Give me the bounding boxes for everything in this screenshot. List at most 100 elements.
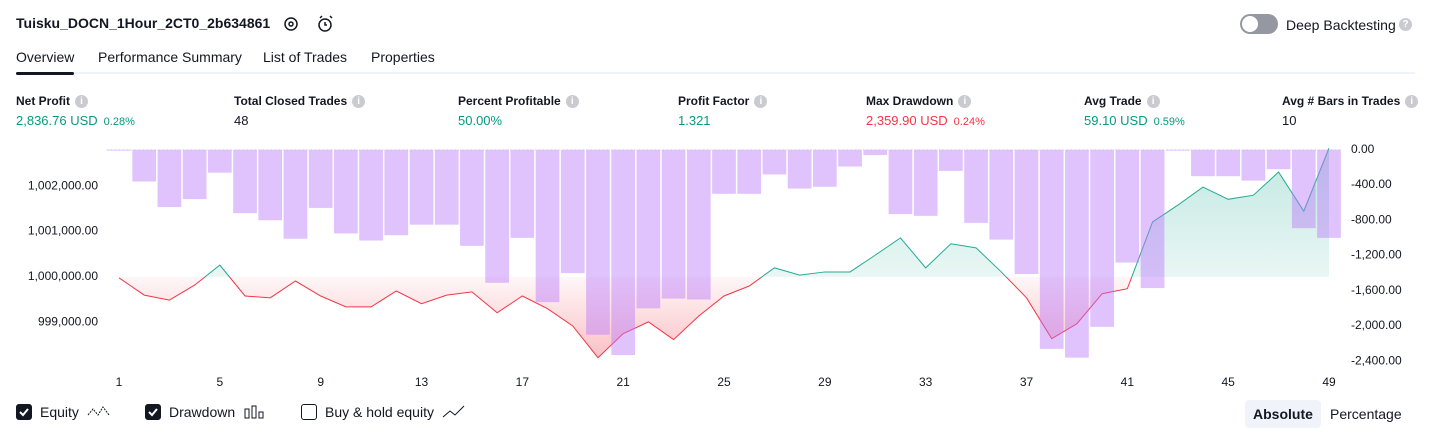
- metric-value: 48: [234, 113, 249, 128]
- drawdown-bar: [510, 149, 535, 238]
- drawdown-bar: [434, 149, 459, 225]
- drawdown-bar: [207, 149, 232, 173]
- tab[interactable]: Properties: [371, 49, 435, 65]
- x-tick-label: 21: [616, 375, 630, 389]
- metric-name: Avg Trade: [1084, 94, 1142, 108]
- info-icon[interactable]: i: [565, 94, 579, 108]
- tab[interactable]: List of Trades: [263, 49, 348, 65]
- metric-value-row: 2,836.76 USD 0.28%: [16, 113, 135, 128]
- metric: Percent Profitable i 50.00%: [458, 94, 579, 128]
- drawdown-bar: [283, 149, 308, 239]
- drawdown-bar: [485, 149, 509, 283]
- info-icon[interactable]: i: [1405, 94, 1419, 108]
- drawdown-bar: [1241, 149, 1266, 181]
- mode-button[interactable]: Percentage: [1330, 406, 1402, 422]
- drawdown-bar: [913, 149, 938, 216]
- drawdown-bar: [258, 149, 283, 221]
- x-tick-label: 9: [317, 375, 324, 389]
- equity-toggle[interactable]: Equity: [16, 404, 111, 420]
- active-tab-underline: [16, 72, 74, 75]
- drawdown-bar: [1191, 149, 1215, 177]
- drawdown-bar: [686, 149, 711, 300]
- drawdown-bar: [233, 149, 257, 214]
- metric-label: Percent Profitable i: [458, 94, 579, 108]
- drawdown-bar: [812, 149, 837, 187]
- y-tick-label: 999,000.00: [38, 315, 98, 329]
- metric: Avg Trade i 59.10 USD 0.59%: [1084, 94, 1185, 128]
- drawdown-bar: [107, 149, 131, 151]
- drawdown-bar: [1317, 149, 1341, 238]
- deep-backtesting-toggle[interactable]: [1240, 14, 1278, 34]
- metric-label: Max Drawdown i: [866, 94, 985, 108]
- buy-hold-toggle[interactable]: Buy & hold equity: [301, 404, 466, 420]
- metric-value-row: 2,359.90 USD 0.24%: [866, 113, 985, 128]
- x-tick-label: 33: [919, 375, 933, 389]
- y-tick-label: 1,001,000.00: [28, 224, 98, 238]
- info-icon[interactable]: i: [75, 94, 88, 108]
- drawdown-bar: [132, 149, 157, 182]
- drawdown-bar: [157, 149, 182, 208]
- drawdown-toggle[interactable]: Drawdown: [145, 404, 265, 420]
- tab[interactable]: Overview: [16, 49, 75, 65]
- drawdown-bar: [838, 149, 862, 167]
- y-tick-label: 1,000,000.00: [28, 269, 98, 283]
- metric-value: 1.321: [678, 113, 711, 128]
- tab[interactable]: Performance Summary: [98, 49, 242, 65]
- metric: Avg # Bars in Trades i 10: [1282, 94, 1419, 128]
- metric-value-row: 1.321: [678, 113, 767, 128]
- info-icon[interactable]: i: [958, 94, 972, 108]
- metric-value-row: 10: [1282, 113, 1418, 128]
- drawdown-bar: [939, 149, 963, 171]
- mode-button[interactable]: Absolute: [1245, 400, 1321, 428]
- info-icon[interactable]: i: [352, 94, 366, 108]
- drawdown-bar: [384, 149, 409, 236]
- strategy-title: Tuisku_DOCN_1Hour_2CT0_2b634861: [16, 15, 271, 31]
- metric: Net Profit i 2,836.76 USD 0.28%: [16, 94, 135, 128]
- metric-value-row: 50.00%: [458, 113, 579, 128]
- drawdown-bar: [1216, 149, 1241, 177]
- legend-label: Drawdown: [169, 404, 236, 420]
- info-icon[interactable]: i: [1146, 94, 1160, 108]
- x-tick-label: 49: [1322, 375, 1336, 389]
- y2-tick-label: -1,600.00: [1351, 283, 1402, 297]
- metric-value: 2,836.76 USD: [16, 113, 98, 128]
- legend-label: Buy & hold equity: [325, 404, 434, 420]
- y-tick-label: 1,002,000.00: [28, 178, 98, 192]
- metric-name: Total Closed Trades: [234, 94, 348, 108]
- drawdown-bar: [787, 149, 812, 189]
- metric-value: 10: [1282, 113, 1297, 128]
- metric-name: Profit Factor: [678, 94, 750, 108]
- help-icon[interactable]: ?: [1399, 18, 1412, 31]
- drawdown-bar: [1291, 149, 1316, 229]
- drawdown-bar: [611, 149, 636, 356]
- drawdown-bar: [1140, 149, 1165, 289]
- y2-tick-label: -2,400.00: [1351, 353, 1402, 367]
- metric-name: Net Profit: [16, 94, 70, 108]
- metric-percent: 0.28%: [103, 116, 135, 128]
- drawdown-bar: [359, 149, 383, 241]
- metric-name: Max Drawdown: [866, 94, 954, 108]
- metric-value-row: 48: [234, 113, 365, 128]
- drawdown-bar: [661, 149, 686, 299]
- y2-tick-label: -800.00: [1351, 212, 1392, 226]
- x-tick-label: 37: [1020, 375, 1034, 389]
- drawdown-bar: [712, 149, 736, 194]
- metric: Max Drawdown i 2,359.90 USD 0.24%: [866, 94, 985, 128]
- x-tick-label: 25: [717, 375, 731, 389]
- metric-name: Percent Profitable: [458, 94, 561, 108]
- y2-tick-label: -400.00: [1351, 177, 1392, 191]
- drawdown-bar: [1090, 149, 1114, 327]
- drawdown-bar: [308, 149, 333, 208]
- alert-icon[interactable]: [316, 14, 336, 34]
- drawdown-bar: [409, 149, 434, 225]
- y2-tick-label: 0.00: [1351, 142, 1375, 156]
- drawdown-bar: [1039, 149, 1064, 349]
- drawdown-bar: [737, 149, 762, 194]
- settings-icon[interactable]: [282, 15, 300, 33]
- drawdown-bar: [888, 149, 913, 215]
- metric-percent: 0.24%: [953, 116, 985, 128]
- info-icon[interactable]: i: [754, 94, 768, 108]
- chart: 999,000.00 1,000,000.00 1,001,000.00 1,002,…: [28, 142, 1402, 389]
- drawdown-bar: [1266, 149, 1291, 170]
